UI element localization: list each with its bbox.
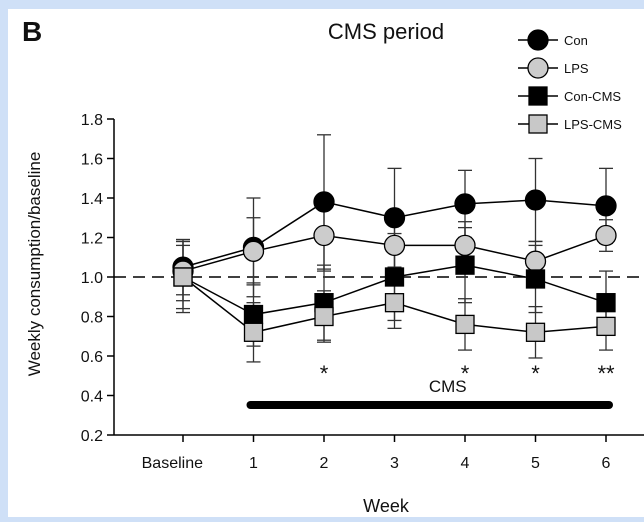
x-tick-label: 6	[602, 455, 611, 472]
y-tick-label: 0.4	[81, 389, 103, 406]
legend-marker-con-cms	[528, 86, 548, 106]
y-tick-label: 1.4	[81, 191, 103, 208]
lps-cms-point	[173, 267, 193, 287]
x-tick-label: 2	[320, 455, 329, 472]
con-point	[383, 207, 406, 229]
axes: 0.2 0.4 0.6 0.8 1.0 1.2 1.4 1.6 1.8 Baseline 1 2 3 4 5…	[81, 112, 644, 472]
con-cms-point	[384, 267, 405, 287]
significance-marker: *	[461, 361, 470, 386]
con-cms-point	[243, 304, 264, 325]
con-cms-point	[455, 255, 475, 275]
lps-cms-point	[455, 314, 475, 335]
cms-period-label: CMS	[429, 377, 467, 396]
y-tick-label: 1.8	[81, 112, 103, 129]
lps-cms-point	[384, 293, 405, 313]
figure-panel: B CMS period Week Weekly consumption/bas…	[8, 9, 644, 517]
x-axis-label: Week	[363, 496, 410, 516]
x-tick-label: 5	[531, 455, 540, 472]
x-tick-label: Baseline	[142, 455, 203, 472]
lps-cms-point	[314, 306, 334, 327]
y-tick-label: 1.2	[81, 231, 103, 248]
legend-marker-con	[527, 29, 549, 51]
x-tick-label: 3	[390, 455, 399, 472]
y-tick-label: 1.6	[81, 152, 103, 169]
significance-marker: *	[320, 361, 329, 386]
chart-title: CMS period	[328, 19, 444, 44]
panel-label: B	[22, 16, 42, 47]
lps-point	[595, 224, 617, 247]
x-tick-label: 4	[461, 455, 470, 472]
y-tick-label: 0.2	[81, 428, 103, 445]
legend: Con LPS Con-CMS LPS-CMS	[518, 29, 622, 134]
lps-point	[383, 234, 406, 257]
con-point	[524, 189, 547, 211]
con-point	[454, 193, 476, 215]
y-tick-label: 1.0	[81, 270, 103, 287]
lps-cms-point	[243, 322, 264, 342]
lps-point	[313, 224, 335, 247]
lps-point	[242, 240, 265, 262]
lps-cms-point	[525, 322, 546, 342]
legend-marker-lps	[527, 57, 549, 79]
x-tick-label: 1	[249, 455, 258, 472]
lps-cms-point	[596, 316, 616, 337]
y-tick-label: 0.8	[81, 310, 103, 327]
significance-annotations: * * * **	[320, 361, 615, 386]
legend-label-con-cms: Con-CMS	[564, 89, 621, 104]
legend-label-lps-cms: LPS-CMS	[564, 117, 622, 132]
legend-label-con: Con	[564, 33, 588, 48]
data-markers	[172, 189, 617, 342]
con-cms-point	[525, 269, 546, 289]
lps-point	[524, 250, 547, 272]
period-bar-group: CMS	[246, 377, 613, 409]
legend-label-lps: LPS	[564, 61, 589, 76]
legend-marker-lps-cms	[528, 114, 548, 134]
con-cms-point	[596, 293, 616, 313]
y-tick-label: 0.6	[81, 349, 103, 366]
lps-point	[454, 234, 476, 257]
line-chart: B CMS period Week Weekly consumption/bas…	[22, 16, 644, 516]
significance-marker: *	[531, 361, 540, 386]
con-point	[595, 195, 617, 217]
y-axis-label: Weekly consumption/baseline	[25, 152, 44, 377]
significance-marker: **	[597, 361, 615, 386]
con-point	[313, 191, 335, 213]
